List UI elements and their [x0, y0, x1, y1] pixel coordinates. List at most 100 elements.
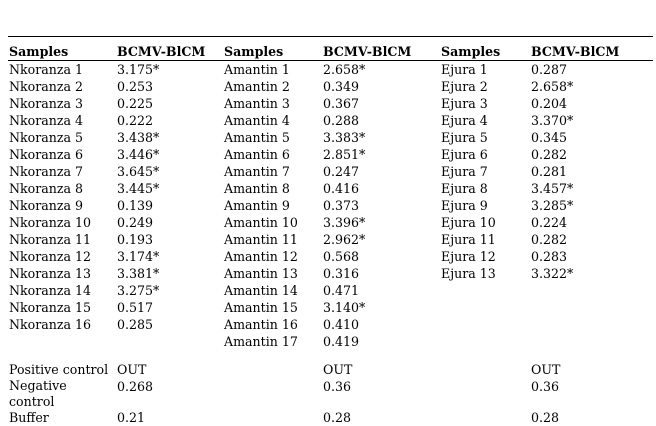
table-cell [440, 333, 530, 350]
table-cell: Amantin 12 [224, 249, 298, 264]
table-cell: OUT [531, 362, 561, 377]
table-cell: Amantin 14 [224, 283, 298, 298]
table-cell: 0.253 [117, 79, 154, 94]
table-cell: 0.282 [531, 232, 568, 247]
table-cell [440, 409, 530, 426]
table-cell [440, 361, 530, 378]
sample-row: Amantin 17 0.419 [8, 333, 653, 350]
table-cell: Amantin 13 [224, 266, 298, 281]
header-samples-nkoranza: Samples [9, 44, 69, 59]
table-cell: 3.381* [117, 266, 160, 281]
table-cell: 3.446* [117, 147, 160, 162]
table-cell [530, 316, 653, 333]
table-cell: 0.222 [117, 113, 154, 128]
table-cell: Nkoranza 11 [9, 232, 92, 247]
table-cell: 3.457* [531, 181, 574, 196]
table-cell: Ejura 2 [441, 79, 488, 94]
table-cell: Nkoranza 10 [9, 215, 92, 230]
table-cell [440, 316, 530, 333]
table-cell: Ejura 9 [441, 198, 488, 213]
table-cell: Amantin 16 [224, 317, 298, 332]
sample-row: Nkoranza 10 0.249 Amantin 10 3.396* Ejura 10… [8, 214, 653, 231]
sample-row: Nkoranza 6 3.446* Amantin 6 2.851* Ejura 6 0.… [8, 146, 653, 163]
table-cell: 3.275* [117, 283, 160, 298]
table-cell: 3.140* [323, 300, 366, 315]
table-cell [223, 409, 322, 426]
table-cell: 0.282 [531, 147, 568, 162]
table-cell: Amantin 11 [224, 232, 298, 247]
table-cell: 0.471 [323, 283, 360, 298]
table-cell: 3.645* [117, 164, 160, 179]
table-cell: Ejura 1 [441, 62, 488, 77]
table-cell: 3.383* [323, 130, 366, 145]
sample-row: Nkoranza 7 3.645* Amantin 7 0.247 Ejura 7 0.2… [8, 163, 653, 180]
table-cell: Nkoranza 13 [9, 266, 92, 281]
sample-row: Nkoranza 3 0.225 Amantin 3 0.367 Ejura 3 0.20… [8, 95, 653, 112]
table-cell [116, 333, 223, 350]
table-cell: Ejura 12 [441, 249, 496, 264]
table-cell: Nkoranza 4 [9, 113, 84, 128]
table-cell: 2.658* [531, 79, 574, 94]
table-cell: 0.287 [531, 62, 568, 77]
table-cell: Amantin 8 [224, 181, 290, 196]
sample-row: Nkoranza 2 0.253 Amantin 2 0.349 Ejura 2 2.65… [8, 78, 653, 95]
table-cell: 2.658* [323, 62, 366, 77]
table-cell: Positive control [9, 362, 109, 377]
table-cell [440, 299, 530, 316]
table-cell: Nkoranza 9 [9, 198, 84, 213]
table-cell: OUT [117, 362, 147, 377]
table-cell: 0.268 [117, 379, 154, 394]
table-cell: 0.247 [323, 164, 360, 179]
table-cell: 0.367 [323, 96, 360, 111]
table-cell: 0.281 [531, 164, 568, 179]
table-cell: Nkoranza 14 [9, 283, 92, 298]
table-cell: 2.851* [323, 147, 366, 162]
table-cell: 3.322* [531, 266, 574, 281]
table-cell: 3.396* [323, 215, 366, 230]
control-rows: Positive control OUT OUT OUT Negative contro… [8, 350, 653, 426]
table-cell: Ejura 3 [441, 96, 488, 111]
table-cell [8, 333, 116, 350]
section-spacer [8, 350, 653, 361]
table-cell: 0.28 [323, 410, 352, 425]
table-cell: Amantin 3 [224, 96, 290, 111]
table-cell: Ejura 8 [441, 181, 488, 196]
sample-row: Nkoranza 12 3.174* Amantin 12 0.568 Ejura 12… [8, 248, 653, 265]
header-samples-amantin: Samples [224, 44, 284, 59]
table-cell: Nkoranza 15 [9, 300, 92, 315]
sample-row: Nkoranza 15 0.517 Amantin 15 3.140* [8, 299, 653, 316]
sample-row: Nkoranza 14 3.275* Amantin 14 0.471 [8, 282, 653, 299]
table-cell: 0.204 [531, 96, 568, 111]
table-cell [530, 299, 653, 316]
table-cell: 0.28 [531, 410, 560, 425]
table-cell [440, 378, 530, 409]
table-cell: Ejura 10 [441, 215, 496, 230]
table-cell: Nkoranza 1 [9, 62, 84, 77]
table-cell: 0.283 [531, 249, 568, 264]
sample-row: Nkoranza 9 0.139 Amantin 9 0.373 Ejura 9 3.28… [8, 197, 653, 214]
table-cell: 0.36 [531, 379, 560, 394]
bcmv-results-table: Samples BCMV-BlCM Samples BCMV-BlCM Samp… [8, 43, 653, 426]
table-cell: Amantin 5 [224, 130, 290, 145]
sample-row: Nkoranza 5 3.438* Amantin 5 3.383* Ejura 5 0.… [8, 129, 653, 146]
table-cell: Negative control [9, 378, 67, 409]
table-cell: 0.139 [117, 198, 154, 213]
table-cell: Amantin 1 [224, 62, 290, 77]
table-header-rule [8, 60, 653, 61]
table-cell: Amantin 17 [224, 334, 298, 349]
table-cell: 0.416 [323, 181, 360, 196]
sample-row: Nkoranza 13 3.381* Amantin 13 0.316 Ejura 13… [8, 265, 653, 282]
table-cell [223, 378, 322, 409]
sample-row: Nkoranza 4 0.222 Amantin 4 0.288 Ejura 4 3.37… [8, 112, 653, 129]
table-cell: 0.225 [117, 96, 154, 111]
table-cell: 0.288 [323, 113, 360, 128]
control-row: Buffer 0.21 0.28 0.28 [8, 409, 653, 426]
table-cell: Amantin 7 [224, 164, 290, 179]
table-cell: Amantin 6 [224, 147, 290, 162]
table-cell: Amantin 4 [224, 113, 290, 128]
header-samples-ejura: Samples [441, 44, 501, 59]
table-header-row: Samples BCMV-BlCM Samples BCMV-BlCM Samp… [8, 43, 653, 61]
sample-row: Nkoranza 11 0.193 Amantin 11 2.962* Ejura 11… [8, 231, 653, 248]
table-cell: 0.21 [117, 410, 146, 425]
table-cell: Ejura 4 [441, 113, 488, 128]
